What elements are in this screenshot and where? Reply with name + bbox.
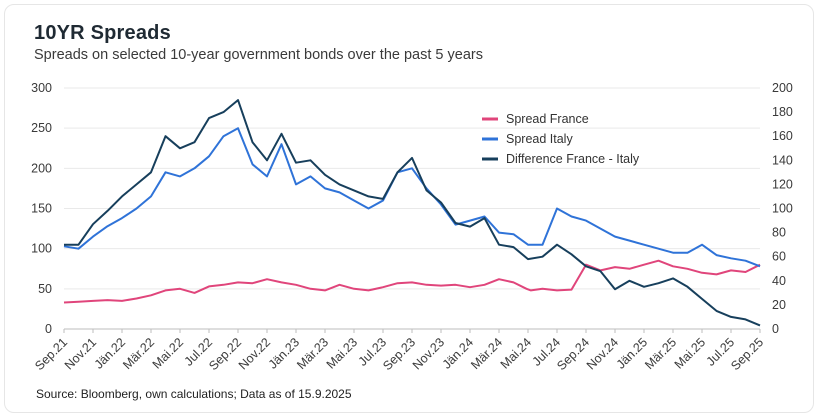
x-tick-label: Mär.24 — [468, 335, 505, 372]
source-note: Source: Bloomberg, own calculations; Dat… — [36, 387, 352, 401]
x-tick-label: Mai.24 — [498, 335, 534, 371]
x-tick-label: Jän.23 — [266, 335, 302, 371]
x-tick-label: Mär.25 — [642, 335, 679, 372]
x-tick-label: Mär.22 — [120, 335, 157, 372]
y-right-tick-label: 160 — [772, 129, 793, 143]
y-right-tick-label: 20 — [772, 298, 786, 312]
x-tick-label: Jän.25 — [614, 335, 650, 371]
series-line-difference-france-italy — [64, 99, 761, 327]
x-tick-label: Sep.24 — [554, 335, 592, 373]
x-tick-label: Mai.25 — [672, 335, 708, 371]
x-tick-label: Sep.22 — [206, 335, 244, 373]
y-left-tick-label: 200 — [31, 161, 52, 175]
y-left-tick-label: 50 — [38, 282, 52, 296]
y-axis-right: 0 20 40 60 80 100 120 140 160 180 200 — [772, 81, 793, 336]
y-right-tick-label: 140 — [772, 153, 793, 167]
y-right-tick-label: 40 — [772, 274, 786, 288]
x-tick-label: Jän.24 — [440, 335, 476, 371]
chart-subtitle: Spreads on selected 10-year government b… — [34, 47, 483, 63]
series-line-spread-italy — [63, 127, 761, 268]
series-line-spread-france — [63, 259, 761, 304]
x-axis: Sep.21Nov.21Jän.22Mär.22Mai.22Jul.22Sep.… — [32, 329, 766, 373]
legend-label: Spread France — [506, 112, 589, 126]
y-right-tick-label: 60 — [772, 250, 786, 264]
y-right-tick-label: 80 — [772, 226, 786, 240]
x-tick-label: Sep.23 — [380, 335, 418, 373]
legend: Spread France Spread Italy Difference Fran… — [482, 112, 640, 166]
x-tick-label: Sep.21 — [32, 335, 70, 373]
chart-title: 10YR Spreads — [34, 22, 171, 44]
x-tick-label: Jän.22 — [92, 335, 128, 371]
y-right-tick-label: 180 — [772, 105, 793, 119]
x-tick-label: Mai.23 — [324, 335, 360, 371]
x-tick-label: Nov.24 — [584, 335, 621, 372]
y-axis-left: 0 50 100 150 200 250 300 — [31, 81, 52, 336]
x-tick-label: Nov.23 — [410, 335, 447, 372]
y-right-tick-label: 0 — [772, 322, 779, 336]
y-right-tick-label: 200 — [772, 81, 793, 95]
y-left-tick-label: 0 — [45, 322, 52, 336]
grid-lines — [64, 87, 760, 330]
y-right-tick-label: 120 — [772, 177, 793, 191]
y-left-tick-label: 250 — [31, 121, 52, 135]
legend-label: Spread Italy — [506, 132, 573, 146]
x-tick-label: Nov.21 — [62, 335, 99, 372]
legend-label: Difference France - Italy — [506, 152, 640, 166]
y-left-tick-label: 100 — [31, 242, 52, 256]
x-tick-label: Mai.22 — [150, 335, 186, 371]
x-tick-label: Sep.25 — [728, 335, 766, 373]
y-right-tick-label: 100 — [772, 202, 793, 216]
x-tick-label: Nov.22 — [236, 335, 273, 372]
series-lines — [63, 99, 761, 327]
y-left-tick-label: 150 — [31, 202, 52, 216]
x-tick-label: Mär.23 — [294, 335, 331, 372]
y-left-tick-label: 300 — [31, 81, 52, 95]
